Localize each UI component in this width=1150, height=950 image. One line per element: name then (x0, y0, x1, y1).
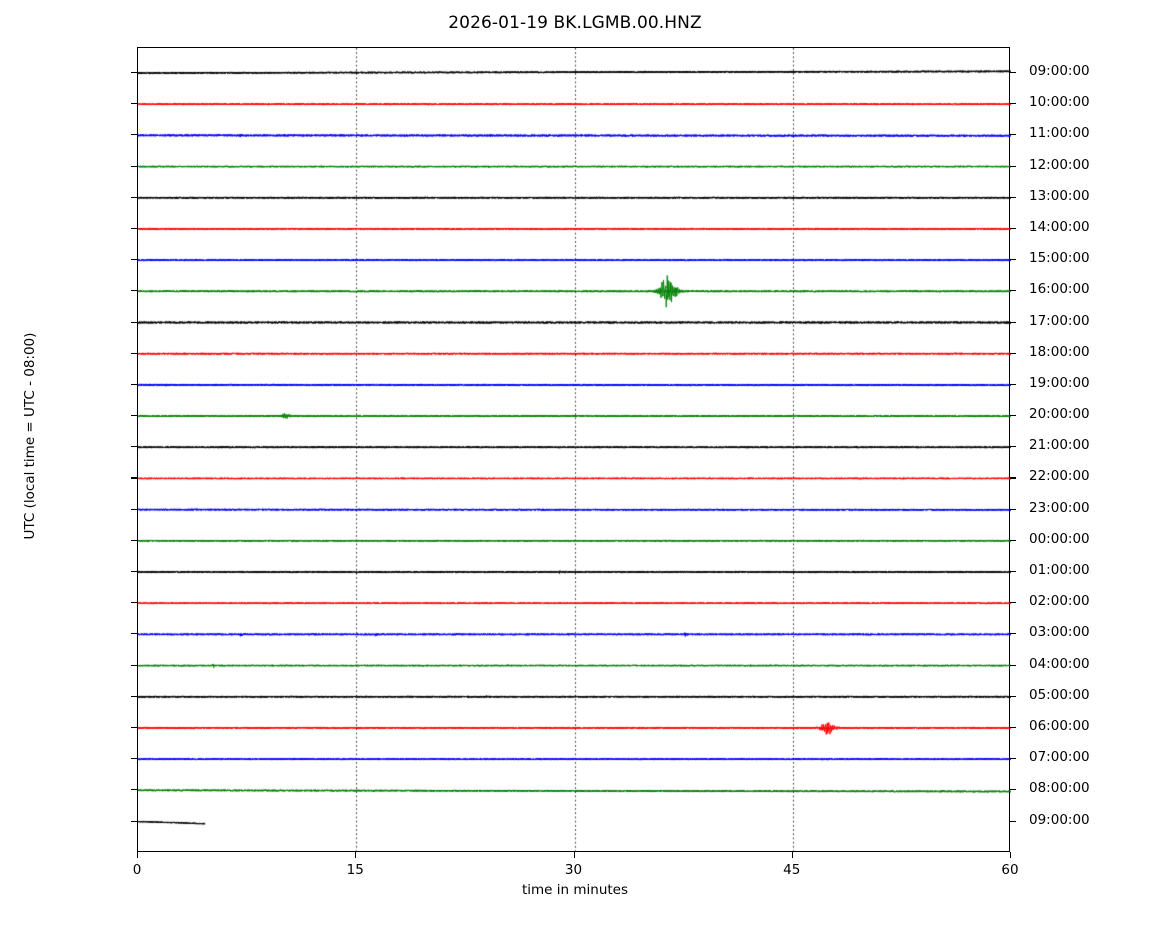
y-axis-tick (131, 290, 137, 292)
y-axis-tick (1010, 820, 1016, 822)
y-axis-tick (1010, 415, 1016, 417)
y-axis-label-right: 21:00:00 (1029, 437, 1090, 454)
y-axis-tick (1010, 664, 1016, 666)
x-axis-label: 0 (132, 862, 142, 878)
x-axis-label: 30 (564, 862, 583, 878)
y-axis-tick (131, 758, 137, 760)
y-axis-label-right: 18:00:00 (1029, 343, 1090, 360)
y-axis-tick (1010, 383, 1016, 385)
y-axis-label-right: 20:00:00 (1029, 406, 1090, 423)
y-axis-tick (1010, 539, 1016, 541)
y-axis-tick (131, 571, 137, 573)
y-axis-label-right: 12:00:00 (1029, 156, 1090, 173)
y-axis-label-right: 15:00:00 (1029, 250, 1090, 267)
y-axis-tick (131, 321, 137, 323)
y-axis-label-right: 13:00:00 (1029, 187, 1090, 204)
y-axis-tick (131, 227, 137, 230)
y-axis-tick (131, 259, 137, 261)
y-axis-tick (1010, 477, 1016, 479)
y-axis-tick (131, 196, 137, 198)
y-axis-tick (1010, 758, 1016, 760)
y-axis-label-right: 22:00:00 (1029, 468, 1090, 485)
y-axis-tick (131, 726, 137, 729)
y-axis-tick (131, 695, 137, 697)
y-axis-label-right: 04:00:00 (1029, 655, 1090, 672)
y-axis-label-right: 23:00:00 (1029, 499, 1090, 516)
y-axis-tick (131, 633, 137, 635)
y-axis-label-right: 11:00:00 (1029, 125, 1090, 142)
y-axis-tick (1010, 103, 1016, 105)
x-axis-tick (1010, 852, 1012, 858)
y-axis-tick (131, 789, 137, 791)
plot-area (137, 47, 1011, 853)
x-axis-label: 60 (1001, 862, 1019, 878)
y-axis-tick (1010, 695, 1016, 697)
x-axis-title: time in minutes (521, 882, 629, 898)
y-axis-label-right: 05:00:00 (1029, 686, 1090, 703)
y-axis-tick (131, 383, 137, 385)
y-axis-title: UTC (local time = UTC - 08:00) (22, 332, 38, 540)
y-axis-tick (131, 103, 137, 105)
y-axis-tick (1010, 321, 1016, 323)
x-axis-label: 45 (783, 862, 801, 878)
y-axis-tick (1010, 726, 1016, 729)
y-axis-label-right: 06:00:00 (1029, 717, 1090, 734)
y-axis-tick (1010, 165, 1016, 167)
y-axis-label-right: 09:00:00 (1029, 811, 1090, 828)
y-axis-tick (131, 508, 137, 510)
y-axis-tick (1010, 290, 1016, 292)
y-axis-label-right: 01:00:00 (1029, 562, 1090, 578)
y-axis-tick (131, 352, 137, 354)
y-axis-label-right: 03:00:00 (1029, 624, 1090, 641)
y-axis-tick (1010, 602, 1016, 604)
y-axis-label-right: 02:00:00 (1029, 593, 1090, 610)
y-axis-tick (1010, 196, 1016, 198)
y-axis-tick (1010, 259, 1016, 261)
y-axis-tick (1010, 72, 1016, 74)
x-axis-tick (791, 852, 793, 858)
y-axis-label-right: 00:00:00 (1029, 530, 1090, 547)
y-axis-label-right: 10:00:00 (1029, 94, 1090, 111)
y-axis-tick (131, 446, 137, 448)
y-axis-tick (1010, 571, 1016, 573)
x-axis-label: 15 (346, 862, 364, 878)
y-axis-tick (131, 539, 137, 541)
y-axis-label-right: 17:00:00 (1029, 312, 1090, 329)
chart-title: 2026-01-19 BK.LGMB.00.HNZ (448, 13, 702, 33)
y-axis-tick (131, 415, 137, 417)
y-axis-tick (1010, 508, 1016, 510)
x-axis-tick (137, 852, 139, 858)
y-axis-tick (1010, 446, 1016, 448)
y-axis-tick (1010, 633, 1016, 635)
x-axis-tick (573, 852, 575, 858)
y-axis-tick (131, 664, 137, 666)
y-axis-tick (131, 165, 137, 167)
y-axis-label-right: 07:00:00 (1029, 749, 1090, 766)
x-axis-tick (355, 852, 357, 858)
y-axis-label-right: 08:00:00 (1029, 780, 1090, 797)
y-axis-tick (1010, 789, 1016, 791)
y-axis-tick (1010, 227, 1016, 230)
y-axis-label-right: 19:00:00 (1029, 374, 1090, 391)
seismogram-canvas (138, 48, 1011, 853)
y-axis-label-right: 16:00:00 (1029, 281, 1090, 298)
y-axis-tick (131, 477, 137, 479)
y-axis-tick (131, 134, 137, 136)
y-axis-tick (1010, 134, 1016, 136)
y-axis-label-right: 14:00:00 (1029, 218, 1090, 235)
y-axis-tick (131, 72, 137, 74)
y-axis-tick (1010, 352, 1016, 354)
y-axis-label-right: 09:00:00 (1029, 63, 1090, 79)
y-axis-tick (131, 602, 137, 604)
y-axis-tick (131, 820, 137, 822)
